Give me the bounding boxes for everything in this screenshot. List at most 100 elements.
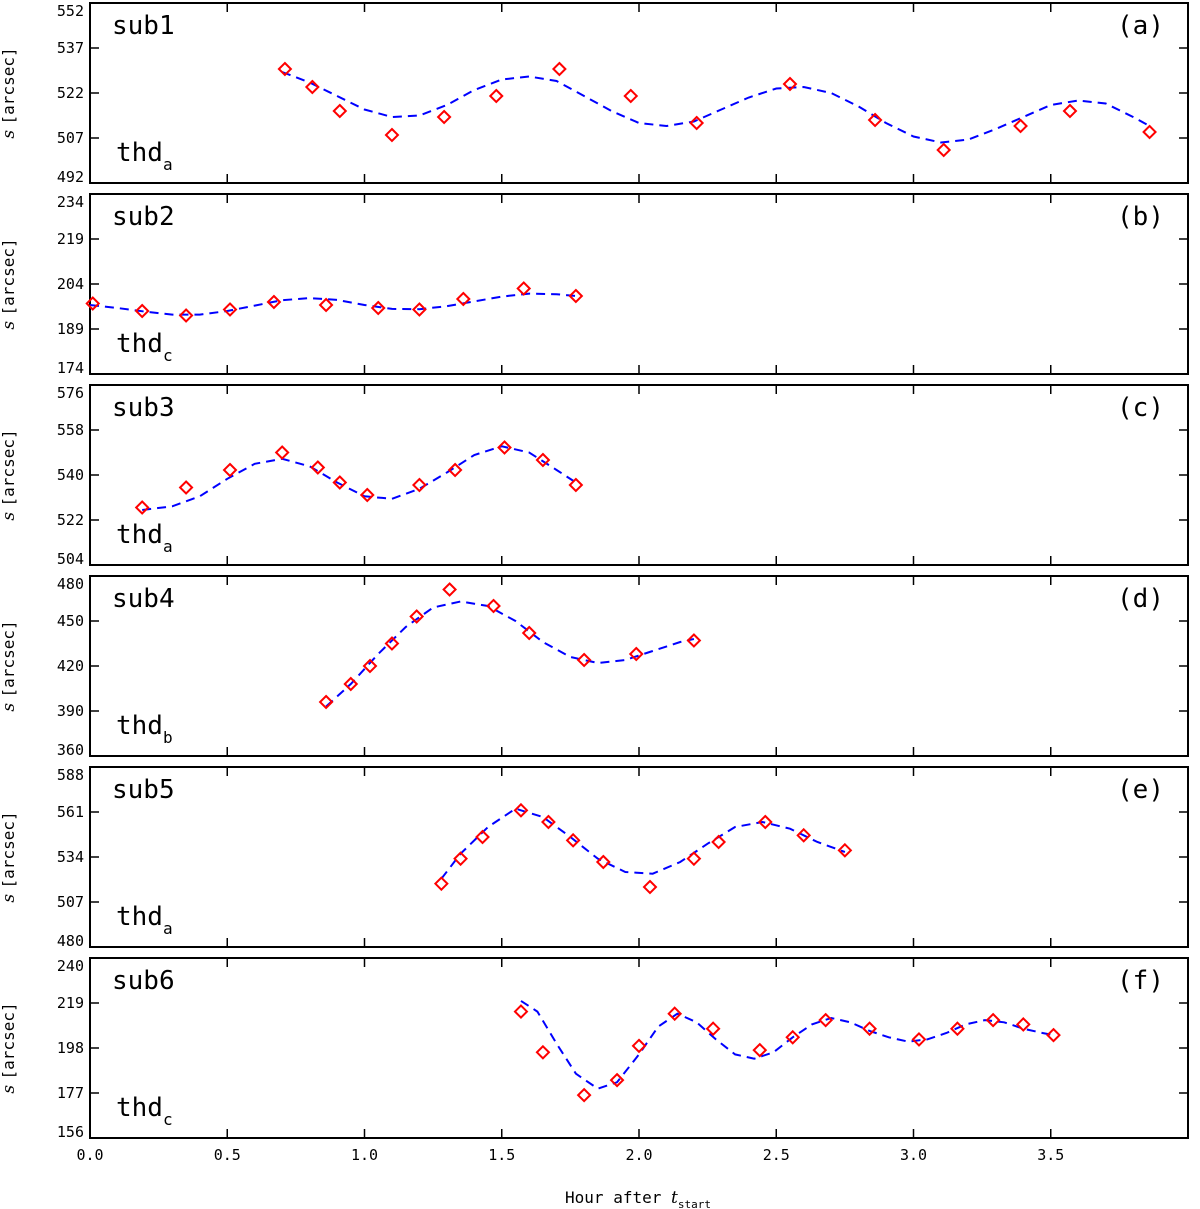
plot-frame: [89, 193, 1189, 375]
y-axis-unit: [arcsec]: [0, 811, 18, 888]
x-tick-label: 1.0: [351, 1146, 378, 1164]
y-tick-label: 507: [57, 893, 84, 911]
data-point: [411, 477, 427, 493]
panel-title: sub1: [112, 11, 175, 41]
data-point: [433, 876, 449, 892]
y-axis-var: s: [0, 697, 19, 711]
data-point: [343, 676, 359, 692]
fit-line: [89, 292, 576, 316]
thread-name: thd: [116, 902, 163, 932]
y-tick-label: 189: [57, 320, 84, 338]
data-point: [595, 854, 611, 870]
y-tick-label: 558: [57, 421, 84, 439]
data-point: [1062, 103, 1078, 119]
y-tick-label: 507: [57, 129, 84, 147]
data-point: [818, 1012, 834, 1028]
data-point: [384, 636, 400, 651]
y-axis-label: s [arcsec]: [0, 811, 19, 902]
y-tick-label: 540: [57, 466, 84, 484]
data-point: [274, 445, 290, 460]
thread-subscript: b: [163, 728, 173, 747]
thread-name: thd: [116, 329, 163, 359]
panel-title: sub2: [112, 202, 175, 232]
thread-label: thdc: [116, 1093, 173, 1129]
data-point: [488, 88, 504, 104]
data-point: [411, 302, 427, 317]
y-tick-label: 537: [57, 39, 84, 57]
plot-frame: [89, 2, 1189, 184]
data-point: [689, 115, 705, 131]
y-axis-label: s [arcsec]: [0, 47, 19, 138]
data-point: [178, 480, 194, 495]
panel-title: sub5: [112, 775, 175, 805]
y-tick-label: 504: [57, 550, 84, 568]
x-axis-label: Hour after tstart: [565, 1188, 711, 1209]
data-point: [332, 475, 348, 490]
y-axis-unit: [arcsec]: [0, 47, 18, 124]
thread-label: thdb: [116, 711, 173, 747]
y-tick-label: 480: [57, 932, 84, 950]
data-point: [985, 1012, 1001, 1028]
data-point: [782, 76, 798, 92]
data-point: [867, 112, 883, 128]
y-axis-unit: [arcsec]: [0, 620, 18, 697]
thread-name: thd: [116, 1093, 163, 1123]
data-point: [513, 1004, 529, 1019]
x-axis-text: Hour after: [565, 1188, 671, 1207]
y-axis-var: s: [0, 1079, 19, 1093]
fit-line: [520, 1000, 1054, 1090]
data-point: [711, 834, 727, 850]
y-tick-label: 360: [57, 741, 84, 759]
data-point: [576, 1087, 592, 1103]
y-tick-label: 198: [57, 1039, 84, 1057]
data-point: [837, 842, 853, 858]
data-point: [436, 109, 452, 125]
data-point: [497, 440, 512, 455]
data-point: [134, 303, 150, 319]
y-tick-label: 234: [57, 193, 84, 211]
data-point: [796, 827, 812, 843]
x-tick-label: 3.0: [900, 1146, 927, 1164]
data-point: [862, 1021, 877, 1037]
data-point: [686, 851, 702, 867]
data-point: [370, 300, 386, 316]
data-point: [134, 500, 150, 515]
data-point: [541, 814, 556, 830]
panel-title: sub4: [112, 584, 175, 614]
data-point: [359, 487, 375, 503]
data-point: [1046, 1027, 1061, 1043]
y-axis-var: s: [0, 124, 19, 138]
data-point: [318, 297, 334, 313]
data-point: [362, 658, 378, 674]
panel-b: 174 189 204 219 234 s [arcsec] sub2 (b) thdc: [0, 193, 1189, 377]
data-point: [447, 462, 463, 478]
data-point: [535, 452, 551, 468]
fit-line: [440, 807, 846, 880]
x-tick-label: 0.0: [76, 1146, 103, 1164]
x-tick-label: 0.5: [214, 1146, 241, 1164]
x-axis-subscript: start: [678, 1198, 711, 1209]
data-point: [85, 296, 101, 311]
data-point: [565, 832, 581, 848]
thread-subscript: c: [163, 346, 173, 365]
data-point: [535, 1044, 551, 1060]
data-point: [631, 1038, 647, 1054]
data-point: [455, 291, 471, 307]
y-tick-label: 588: [57, 766, 84, 784]
data-point: [178, 308, 194, 323]
y-tick-label: 552: [57, 2, 84, 20]
thread-name: thd: [116, 520, 163, 550]
panel-a: 492 507 522 537 552 s [arcsec] sub1 (a) thda: [0, 2, 1189, 186]
y-axis-label: s [arcsec]: [0, 429, 19, 520]
data-point: [222, 302, 238, 317]
y-tick-label: 177: [57, 1084, 84, 1102]
panel-tag: (b): [1117, 202, 1164, 232]
panel-e: 480 507 534 561 588 s [arcsec] sub5 (e) thda: [0, 766, 1189, 950]
thread-name: thd: [116, 711, 163, 741]
data-point: [911, 1032, 927, 1047]
data-point: [442, 582, 458, 597]
y-tick-label: 240: [57, 957, 84, 975]
y-tick-label: 219: [57, 994, 84, 1012]
panel-tag: (a): [1117, 11, 1164, 41]
